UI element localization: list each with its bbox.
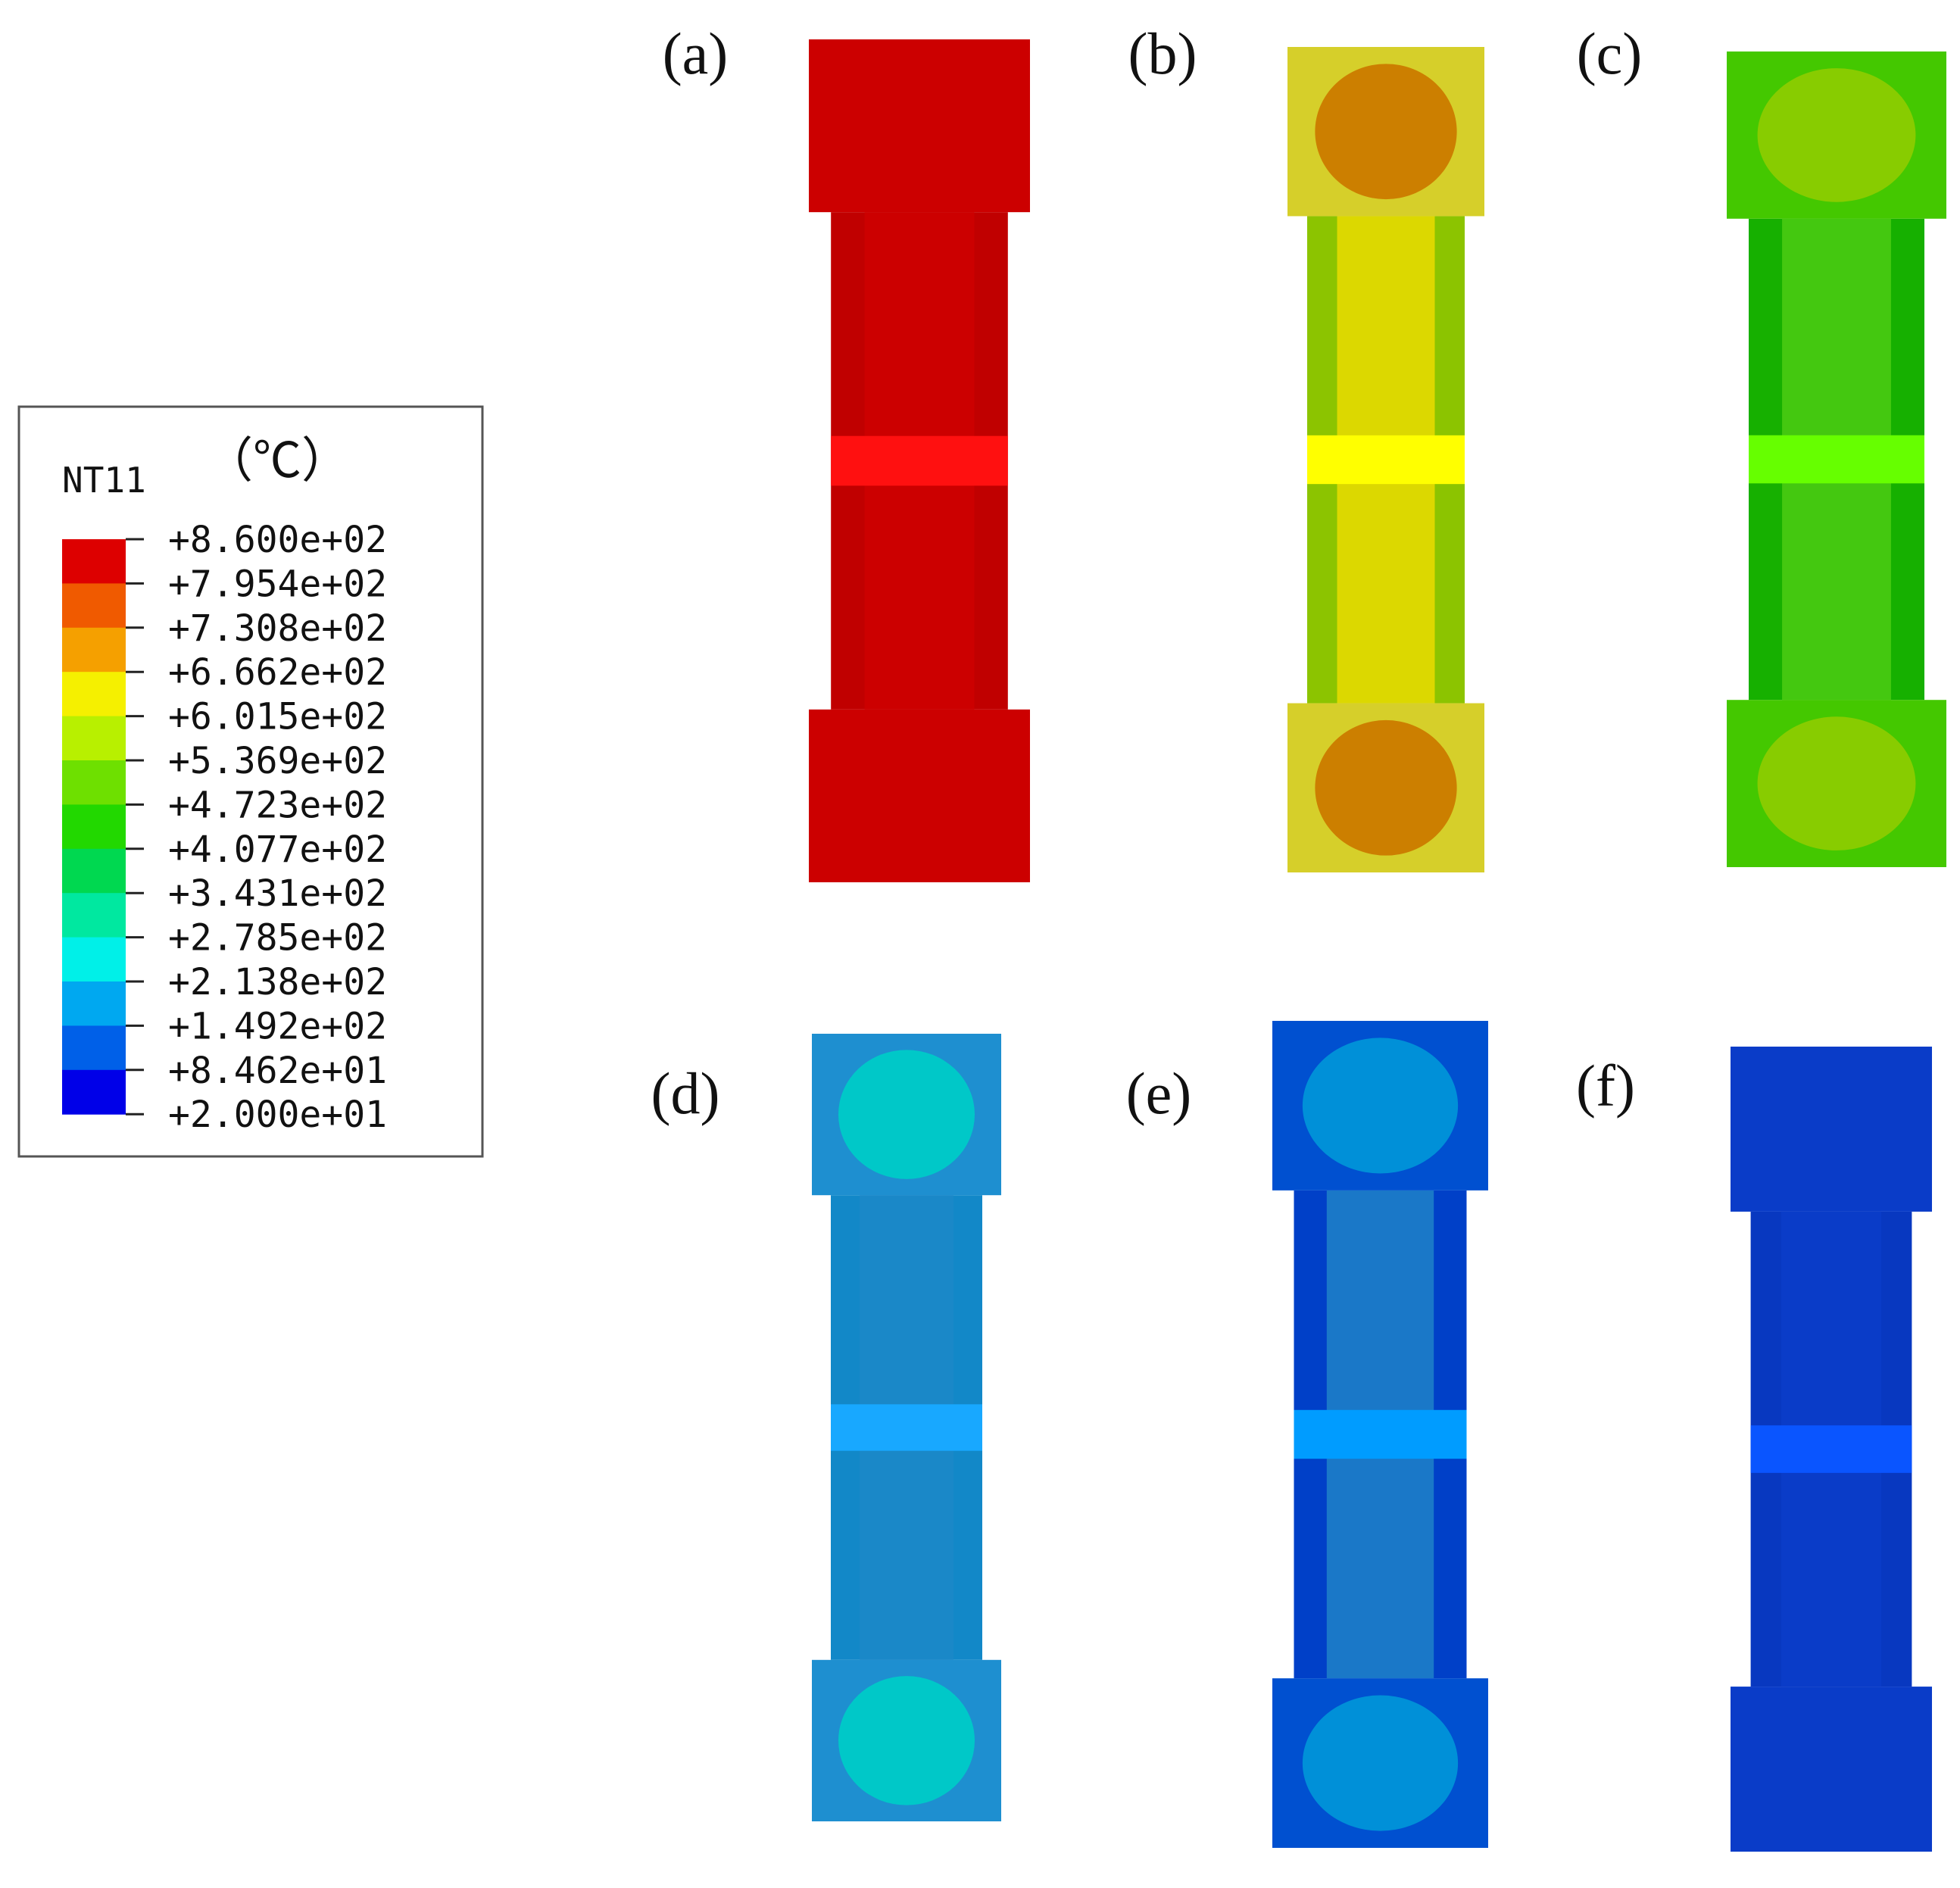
specimen-panel: (d) — [651, 1034, 1001, 1821]
grip-section — [809, 39, 1030, 213]
specimen-panel: (c) — [1577, 20, 1946, 867]
legend-variable: NT11 — [62, 460, 146, 501]
legend-color-bar — [62, 539, 126, 1115]
legend-value-label: +2.138e+02 — [168, 961, 387, 1003]
legend-band — [62, 627, 126, 673]
gauge-midline — [1294, 1409, 1467, 1459]
legend-band — [62, 539, 126, 584]
specimen-panel: (b) — [1128, 20, 1484, 872]
legend-band — [62, 760, 126, 805]
specimen-panel: (f) — [1576, 1047, 1932, 1852]
specimen-panel: (e) — [1126, 1021, 1488, 1848]
legend-value-label: +1.492e+02 — [168, 1005, 387, 1047]
gauge-midline — [1749, 435, 1924, 484]
panel-label: (c) — [1577, 20, 1643, 86]
gauge-midline — [1750, 1425, 1912, 1473]
grip-hotspot — [1302, 1695, 1459, 1831]
panel-label: (b) — [1128, 20, 1197, 86]
panel-label: (d) — [651, 1060, 720, 1126]
grip-hotspot — [1315, 719, 1457, 856]
legend-band — [62, 937, 126, 982]
grip-hotspot — [1315, 64, 1457, 200]
legend-band — [62, 1069, 126, 1115]
color-legend: NT11 （℃） +8.600e+02+7.954e+02+7.308e+02+… — [17, 405, 484, 1158]
legend-band — [62, 716, 126, 761]
legend-band — [62, 1025, 126, 1071]
legend-value-label: +7.308e+02 — [168, 607, 387, 650]
grip-section — [1731, 1047, 1932, 1212]
legend-value-label: +4.723e+02 — [168, 784, 387, 826]
legend-value-label: +6.015e+02 — [168, 696, 387, 738]
grip-hotspot — [1302, 1038, 1459, 1174]
legend-value-label: +6.662e+02 — [168, 651, 387, 694]
legend-band — [62, 893, 126, 938]
legend-unit: （℃） — [204, 434, 350, 488]
grip-hotspot — [838, 1676, 975, 1805]
legend-band — [62, 583, 126, 629]
legend-band — [62, 981, 126, 1026]
grip-hotspot — [838, 1050, 975, 1179]
grip-section — [809, 709, 1030, 882]
panel-label: (a) — [663, 20, 729, 86]
legend-value-label: +2.000e+01 — [168, 1094, 387, 1136]
grip-hotspot — [1757, 68, 1916, 202]
legend-value-label: +4.077e+02 — [168, 829, 387, 871]
specimen-panel: (a) — [663, 20, 1030, 882]
legend-band — [62, 848, 126, 894]
legend-value-labels: +8.600e+02+7.954e+02+7.308e+02+6.662e+02… — [126, 519, 387, 1136]
grip-hotspot — [1757, 716, 1916, 850]
grip-section — [1731, 1687, 1932, 1852]
gauge-midline — [831, 435, 1008, 486]
legend-value-label: +3.431e+02 — [168, 872, 387, 915]
legend-band — [62, 804, 126, 850]
legend-value-label: +7.954e+02 — [168, 563, 387, 605]
legend-value-label: +8.462e+01 — [168, 1050, 387, 1092]
legend-value-label: +5.369e+02 — [168, 740, 387, 782]
legend-value-label: +2.785e+02 — [168, 917, 387, 960]
panel-label: (e) — [1126, 1060, 1192, 1126]
specimen-panels: (a) (b) (c) (d) (e) (f) — [651, 20, 1946, 1852]
legend-band — [62, 672, 126, 717]
panel-label: (f) — [1576, 1053, 1635, 1119]
gauge-midline — [831, 1404, 982, 1451]
legend-value-label: +8.600e+02 — [168, 519, 387, 561]
gauge-midline — [1307, 435, 1465, 485]
